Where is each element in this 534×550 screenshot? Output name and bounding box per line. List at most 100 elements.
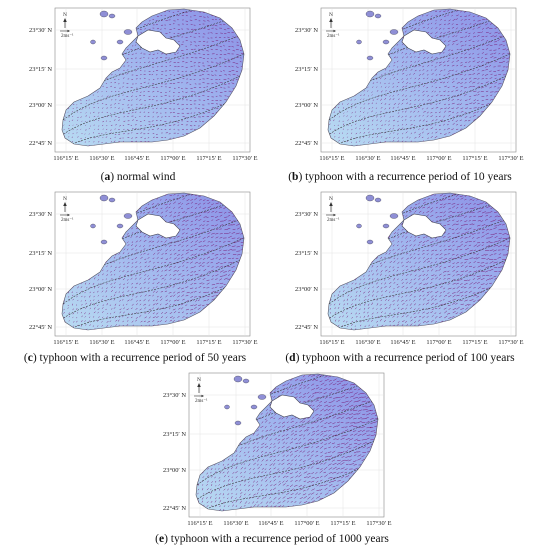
map-b: 116°15′ E 116°30′ E 116°45′ E 117°00′ E 117°… — [295, 7, 524, 162]
north-label: N — [63, 196, 67, 202]
caption-a: (a) normal wind — [100, 171, 176, 183]
north-label: N — [329, 196, 333, 202]
x-tick-label: 116°15′ E — [187, 520, 212, 527]
x-tick-label: 117°00′ E — [160, 155, 185, 162]
coastline-islands — [90, 10, 133, 61]
x-tick-label: 117°30′ E — [232, 339, 257, 346]
x-tick-label: 117°15′ E — [462, 155, 487, 162]
map-e: 116°15′ E 116°30′ E 116°45′ E 117°00′ E 117°… — [163, 372, 392, 527]
scale-label: 2ms⁻¹ — [61, 33, 74, 39]
caption-d: (d) typhoon with a recurrence period of … — [285, 352, 515, 364]
caption-b-letter: b — [292, 171, 299, 183]
map-a: 116°15′ E 116°30′ E 116°45′ E 117°00′ E 117°… — [29, 7, 258, 162]
x-tick-label: 116°45′ E — [124, 339, 149, 346]
x-tick-label: 116°30′ E — [89, 155, 114, 162]
land-area — [135, 29, 181, 55]
y-tick-label: 23°00′ N — [295, 102, 318, 109]
sea-area — [61, 192, 245, 331]
sea-area — [195, 373, 379, 512]
north-arrow-icon: N — [197, 377, 201, 393]
y-tick-label: 23°00′ N — [29, 286, 52, 293]
scale-arrow: 2ms⁻¹ — [326, 29, 340, 39]
land-area — [269, 394, 315, 420]
y-tick-label: 23°00′ N — [29, 102, 52, 109]
x-tick-label: 117°00′ E — [294, 520, 319, 527]
panel-e: 116°15′ E 116°30′ E 116°45′ E 117°00′ E 117°… — [142, 367, 402, 532]
y-tick-label: 22°45′ N — [295, 324, 318, 331]
y-tick-label: 23°30′ N — [295, 211, 318, 218]
y-tick-label: 22°45′ N — [163, 505, 186, 512]
land-area — [401, 29, 447, 55]
x-tick-label: 117°15′ E — [196, 339, 221, 346]
sea-area — [61, 8, 245, 147]
x-tick-label: 117°30′ E — [498, 155, 523, 162]
panel-b: 116°15′ E 116°30′ E 116°45′ E 117°00′ E 117°… — [274, 2, 534, 167]
north-arrow-icon: N — [329, 196, 333, 212]
caption-d-letter: d — [289, 352, 296, 364]
caption-c-text: typhoon with a recurrence period of 50 y… — [39, 352, 247, 364]
x-tick-label: 116°30′ E — [355, 339, 380, 346]
caption-a-letter: a — [104, 171, 111, 183]
coastline-islands — [356, 194, 399, 245]
x-tick-label: 116°45′ E — [124, 155, 149, 162]
coastline-islands — [224, 375, 267, 426]
caption-b-text: typhoon with a recurrence period of 10 y… — [305, 171, 512, 183]
map-d: 116°15′ E 116°30′ E 116°45′ E 117°00′ E 117°… — [295, 191, 524, 346]
x-tick-label: 117°00′ E — [160, 339, 185, 346]
x-tick-label: 116°15′ E — [319, 155, 344, 162]
x-tick-label: 116°45′ E — [390, 339, 415, 346]
x-tick-label: 117°15′ E — [196, 155, 221, 162]
caption-b: (b) typhoon with a recurrence period of … — [288, 171, 512, 183]
y-tick-label: 23°00′ N — [163, 467, 186, 474]
north-label: N — [197, 377, 201, 383]
land-area — [135, 213, 181, 239]
y-tick-label: 23°15′ N — [295, 66, 318, 73]
scale-arrow: 2ms⁻¹ — [326, 213, 340, 223]
caption-c: (c) typhoon with a recurrence period of … — [23, 352, 247, 364]
x-tick-label: 117°00′ E — [426, 339, 451, 346]
caption-e: (e) typhoon with a recurrence period of … — [155, 533, 389, 545]
scale-label: 2ms⁻¹ — [327, 217, 340, 223]
north-label: N — [329, 12, 333, 18]
coastline-islands — [90, 194, 133, 245]
panel-c: 116°15′ E 116°30′ E 116°45′ E 117°00′ E 117°… — [8, 186, 268, 351]
x-tick-label: 117°30′ E — [498, 339, 523, 346]
panel-a: 116°15′ E 116°30′ E 116°45′ E 117°00′ E 117°… — [8, 2, 268, 167]
north-arrow-icon: N — [329, 12, 333, 28]
scale-arrow: 2ms⁻¹ — [60, 29, 74, 39]
caption-e-letter: e — [158, 533, 165, 545]
x-tick-label: 116°30′ E — [355, 155, 380, 162]
x-tick-label: 117°30′ E — [232, 155, 257, 162]
x-tick-label: 116°15′ E — [53, 339, 78, 346]
y-tick-label: 23°30′ N — [163, 392, 186, 399]
scale-label: 2ms⁻¹ — [61, 217, 74, 223]
y-tick-label: 23°15′ N — [29, 66, 52, 73]
x-tick-label: 117°30′ E — [366, 520, 391, 527]
x-tick-label: 117°15′ E — [462, 339, 487, 346]
scale-label: 2ms⁻¹ — [195, 398, 208, 404]
caption-a-text: normal wind — [116, 171, 176, 183]
coastline-islands — [356, 10, 399, 61]
sea-area — [327, 8, 511, 147]
caption-e-text: typhoon with a recurrence period of 1000… — [170, 533, 389, 545]
north-label: N — [63, 12, 67, 18]
x-tick-label: 116°30′ E — [89, 339, 114, 346]
scale-arrow: 2ms⁻¹ — [60, 213, 74, 223]
x-tick-label: 117°00′ E — [426, 155, 451, 162]
land-area — [401, 213, 447, 239]
y-tick-label: 23°15′ N — [29, 250, 52, 257]
x-tick-label: 116°45′ E — [390, 155, 415, 162]
caption-c-letter: c — [27, 352, 33, 364]
x-tick-label: 116°45′ E — [258, 520, 283, 527]
y-tick-label: 22°45′ N — [29, 324, 52, 331]
x-tick-label: 117°15′ E — [330, 520, 355, 527]
y-tick-label: 23°15′ N — [163, 431, 186, 438]
y-tick-label: 22°45′ N — [29, 140, 52, 147]
map-c: 116°15′ E 116°30′ E 116°45′ E 117°00′ E 117°… — [29, 191, 258, 346]
x-tick-label: 116°15′ E — [53, 155, 78, 162]
y-tick-label: 22°45′ N — [295, 140, 318, 147]
y-tick-label: 23°30′ N — [29, 211, 52, 218]
y-tick-label: 23°15′ N — [295, 250, 318, 257]
y-tick-label: 23°00′ N — [295, 286, 318, 293]
north-arrow-icon: N — [63, 12, 67, 28]
